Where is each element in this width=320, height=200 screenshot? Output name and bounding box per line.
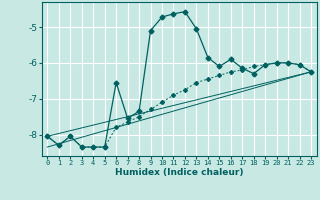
X-axis label: Humidex (Indice chaleur): Humidex (Indice chaleur) [115,168,244,177]
